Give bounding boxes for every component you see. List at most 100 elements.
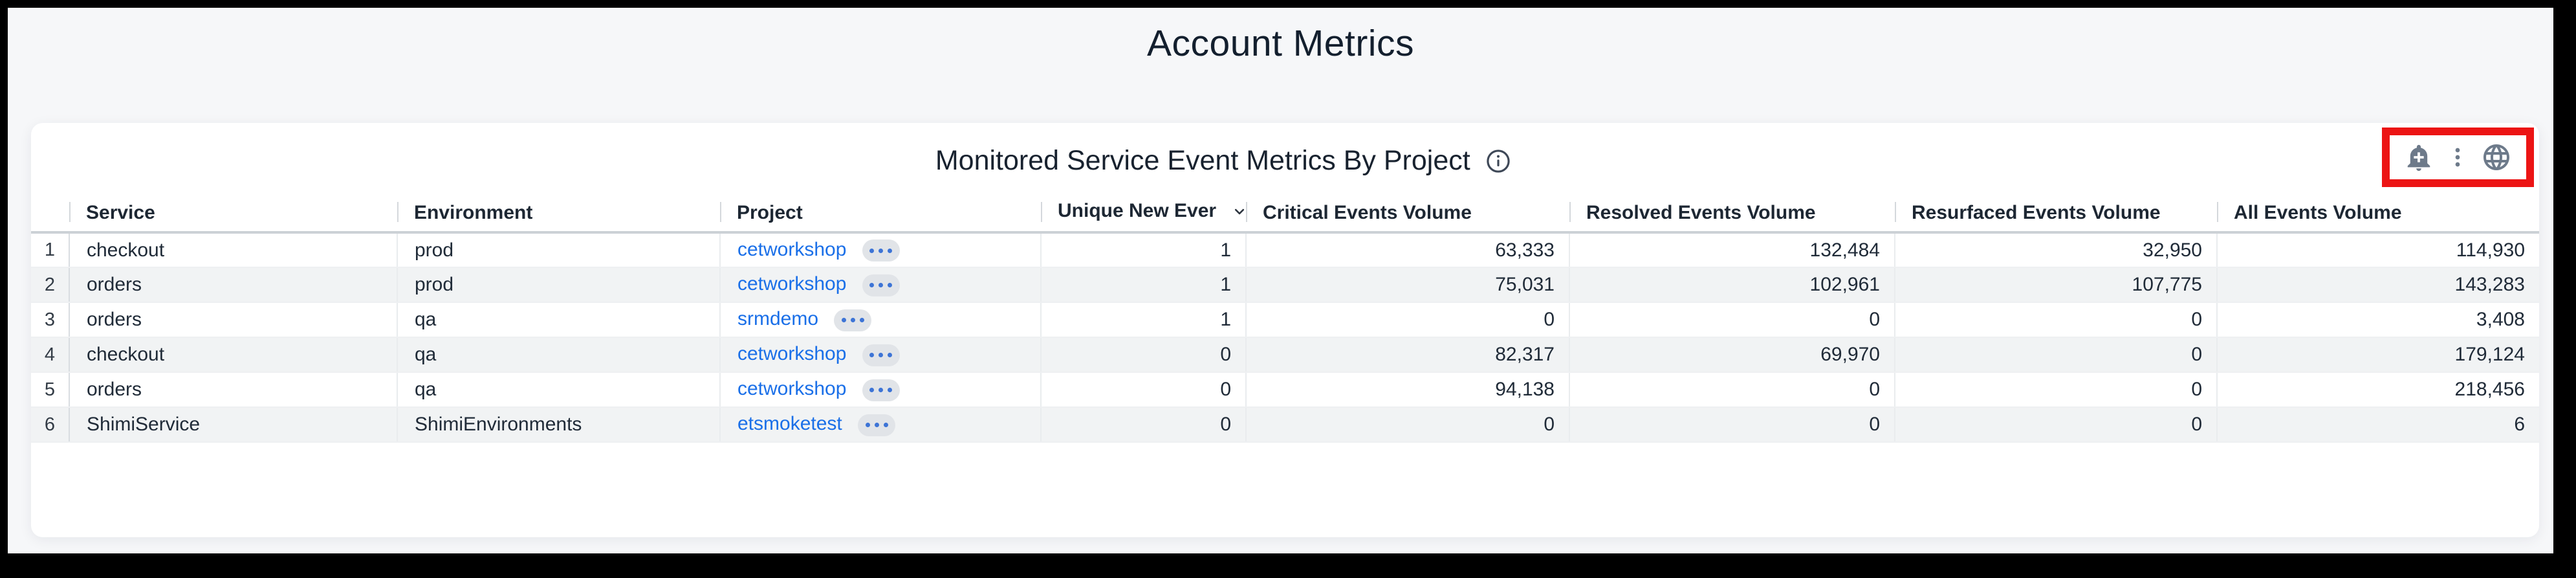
project-link[interactable]: cetworkshop — [737, 273, 847, 295]
metrics-widget-panel: Monitored Service Event Metrics By Proje… — [31, 123, 2539, 537]
table-row: 5 orders qa cetworkshop 0 94,138 0 0 218… — [31, 372, 2539, 408]
column-header-label: Resolved Events Volume — [1586, 201, 1816, 223]
service-cell: orders — [69, 372, 397, 408]
resolved-events-cell: 132,484 — [1569, 232, 1895, 268]
column-header-all[interactable]: All Events Volume — [2217, 194, 2539, 234]
metrics-table: Service Environment Project Unique New Ever… — [31, 194, 2539, 443]
page-title: Account Metrics — [1147, 23, 1414, 64]
widget-title: Monitored Service Event Metrics By Proje… — [935, 145, 1470, 176]
critical-events-cell: 0 — [1245, 407, 1569, 443]
add-alert-icon[interactable] — [2404, 142, 2434, 172]
ellipsis-badge[interactable] — [862, 239, 900, 262]
table-row: 4 checkout qa cetworkshop 0 82,317 69,97… — [31, 337, 2539, 373]
service-cell: orders — [69, 302, 397, 338]
resurfaced-events-cell: 107,775 — [1894, 267, 2217, 303]
resolved-events-cell: 0 — [1569, 302, 1895, 338]
row-number-cell: 1 — [31, 232, 69, 268]
row-number-cell: 3 — [31, 302, 69, 338]
critical-events-cell: 0 — [1245, 302, 1569, 338]
all-events-cell: 6 — [2216, 407, 2539, 443]
globe-icon[interactable] — [2481, 142, 2512, 173]
resurfaced-events-cell: 32,950 — [1894, 232, 2217, 268]
project-link[interactable]: cetworkshop — [737, 378, 847, 400]
project-link[interactable]: cetworkshop — [737, 343, 847, 365]
service-cell: checkout — [69, 232, 397, 268]
all-events-cell: 218,456 — [2216, 372, 2539, 408]
all-events-cell: 179,124 — [2216, 337, 2539, 373]
critical-events-cell: 63,333 — [1245, 232, 1569, 268]
ellipsis-badge[interactable] — [862, 344, 900, 366]
project-cell: srmdemo — [719, 302, 1041, 338]
unique-new-ever-cell: 1 — [1040, 267, 1246, 303]
project-cell: cetworkshop — [719, 372, 1041, 408]
unique-new-ever-cell: 1 — [1040, 232, 1246, 268]
table-row: 3 orders qa srmdemo 1 0 0 0 3,408 — [31, 302, 2539, 338]
unique-new-ever-cell: 0 — [1040, 337, 1246, 373]
environment-cell: prod — [397, 267, 720, 303]
resolved-events-cell: 0 — [1569, 372, 1895, 408]
resurfaced-events-cell: 0 — [1894, 372, 2217, 408]
column-header-resolved[interactable]: Resolved Events Volume — [1569, 194, 1895, 234]
dashboard-screen: Account Metrics Monitored Service Event … — [8, 8, 2553, 553]
column-header-critical[interactable]: Critical Events Volume — [1246, 194, 1569, 234]
row-number-cell: 5 — [31, 372, 69, 408]
row-number-cell: 4 — [31, 337, 69, 373]
project-cell: cetworkshop — [719, 337, 1041, 373]
table-header-row: Service Environment Project Unique New Ever… — [31, 194, 2539, 234]
project-cell: etsmoketest — [719, 407, 1041, 443]
critical-events-cell: 82,317 — [1245, 337, 1569, 373]
environment-cell: qa — [397, 337, 720, 373]
column-header-service[interactable]: Service — [69, 194, 397, 234]
table-row: 2 orders prod cetworkshop 1 75,031 102,9… — [31, 267, 2539, 303]
environment-cell: qa — [397, 302, 720, 338]
ellipsis-badge[interactable] — [862, 379, 900, 401]
unique-new-ever-cell: 0 — [1040, 372, 1246, 408]
row-number-cell: 6 — [31, 407, 69, 443]
project-cell: cetworkshop — [719, 232, 1041, 268]
critical-events-cell: 94,138 — [1245, 372, 1569, 408]
service-cell: checkout — [69, 337, 397, 373]
column-header-label: Critical Events Volume — [1263, 201, 1472, 223]
resurfaced-events-cell: 0 — [1894, 407, 2217, 443]
column-header-project[interactable]: Project — [720, 194, 1041, 234]
column-header-index[interactable] — [31, 194, 69, 234]
annotation-highlight — [2382, 128, 2534, 187]
kebab-menu-icon[interactable] — [2445, 144, 2471, 170]
column-header-resurfaced[interactable]: Resurfaced Events Volume — [1895, 194, 2217, 234]
table-row: 6 ShimiService ShimiEnvironments etsmoke… — [31, 407, 2539, 443]
project-cell: cetworkshop — [719, 267, 1041, 303]
column-header-label: Service — [86, 201, 155, 223]
project-link[interactable]: cetworkshop — [737, 238, 847, 260]
project-link[interactable]: etsmoketest — [737, 413, 842, 435]
ellipsis-badge[interactable] — [862, 274, 900, 296]
column-header-label: Project — [737, 201, 803, 223]
widget-header: Monitored Service Event Metrics By Proje… — [31, 145, 2416, 181]
environment-cell: qa — [397, 372, 720, 408]
resolved-events-cell: 0 — [1569, 407, 1895, 443]
chevron-down-icon — [1230, 203, 1246, 226]
table-row: 1 checkout prod cetworkshop 1 63,333 132… — [31, 232, 2539, 268]
all-events-cell: 114,930 — [2216, 232, 2539, 268]
project-link[interactable]: srmdemo — [737, 308, 819, 330]
column-header-label: Environment — [414, 201, 533, 223]
column-header-label: Resurfaced Events Volume — [1912, 201, 2161, 223]
info-icon[interactable] — [1485, 148, 1512, 175]
service-cell: ShimiService — [69, 407, 397, 443]
resurfaced-events-cell: 0 — [1894, 337, 2217, 373]
service-cell: orders — [69, 267, 397, 303]
all-events-cell: 3,408 — [2216, 302, 2539, 338]
unique-new-ever-cell: 1 — [1040, 302, 1246, 338]
row-number-cell: 2 — [31, 267, 69, 303]
resurfaced-events-cell: 0 — [1894, 302, 2217, 338]
ellipsis-badge[interactable] — [858, 414, 896, 436]
column-header-environment[interactable]: Environment — [397, 194, 720, 234]
resolved-events-cell: 69,970 — [1569, 337, 1895, 373]
column-header-label: Unique New Ever — [1058, 199, 1217, 221]
column-header-unique[interactable]: Unique New Ever — [1041, 194, 1246, 234]
unique-new-ever-cell: 0 — [1040, 407, 1246, 443]
ellipsis-badge[interactable] — [834, 309, 872, 331]
critical-events-cell: 75,031 — [1245, 267, 1569, 303]
all-events-cell: 143,283 — [2216, 267, 2539, 303]
environment-cell: prod — [397, 232, 720, 268]
column-header-label: All Events Volume — [2234, 201, 2402, 223]
